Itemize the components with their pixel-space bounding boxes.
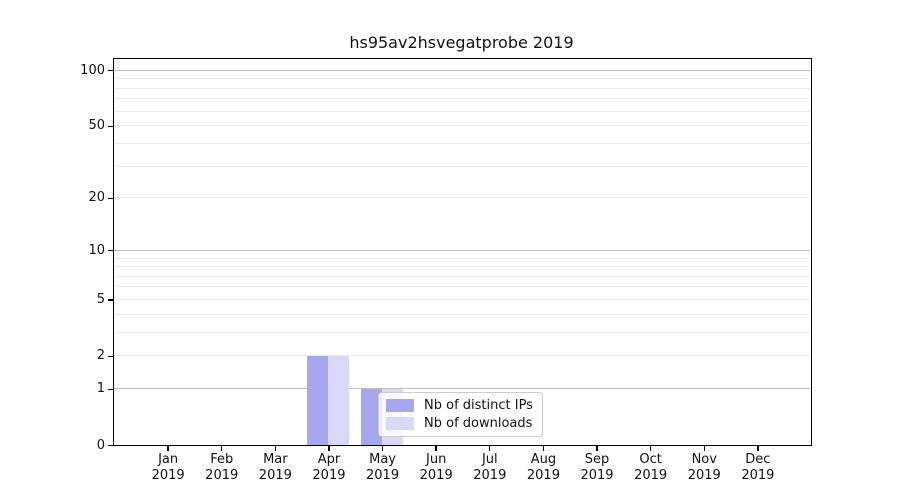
minor-gridline	[114, 299, 811, 300]
x-tick-mark	[703, 445, 705, 451]
bar-may-series1	[361, 388, 383, 445]
legend-label: Nb of downloads	[424, 416, 533, 431]
x-tick-label: Oct 2019	[619, 452, 683, 484]
x-tick-year-label: 2019	[366, 468, 400, 483]
x-tick-year-label: 2019	[205, 468, 239, 483]
minor-gridline	[114, 331, 811, 333]
plot-area: Nb of distinct IPs Nb of downloads	[113, 58, 812, 446]
chart-title: hs95av2hsvegatprobe 2019	[349, 33, 574, 52]
y-tick-mark	[108, 125, 113, 127]
x-tick-mark	[381, 445, 384, 451]
y-tick-label: 2	[96, 348, 105, 364]
x-tick-label: Mar 2019	[243, 452, 307, 484]
x-tick-label: Aug 2019	[511, 452, 575, 484]
y-tick-mark	[108, 444, 113, 447]
minor-gridline	[114, 125, 811, 127]
y-tick-mark	[108, 197, 113, 199]
x-tick-mark	[489, 445, 491, 451]
major-gridline	[114, 69, 811, 71]
x-tick-year-label: 2019	[151, 468, 185, 483]
y-tick-label: 100	[80, 62, 105, 78]
minor-gridline	[114, 197, 811, 199]
major-gridline	[114, 388, 811, 390]
x-tick-year-label: 2019	[634, 468, 668, 483]
x-tick-mark	[757, 445, 759, 451]
legend-swatch	[386, 417, 414, 430]
y-tick-label: 50	[88, 118, 105, 134]
major-gridline	[114, 249, 811, 251]
x-tick-mark	[274, 445, 277, 451]
x-tick-label: Feb 2019	[190, 452, 254, 484]
x-tick-mark	[542, 445, 545, 451]
legend: Nb of distinct IPs Nb of downloads	[378, 392, 543, 437]
y-tick-mark	[108, 250, 113, 252]
minor-gridline	[114, 313, 811, 315]
x-tick-mark	[167, 445, 169, 451]
y-tick-label: 1	[96, 381, 105, 397]
x-tick-label: Dec 2019	[726, 452, 790, 484]
y-tick-label: 20	[88, 190, 105, 206]
legend-label: Nb of distinct IPs	[424, 398, 533, 413]
x-tick-mark	[435, 445, 437, 451]
x-tick-year-label: 2019	[526, 468, 560, 483]
y-tick-label: 5	[96, 292, 105, 307]
minor-gridline	[114, 87, 811, 89]
y-tick-mark	[108, 355, 113, 357]
x-tick-year-label: 2019	[258, 468, 292, 483]
bar-apr-series1	[307, 355, 329, 445]
y-tick-mark	[108, 388, 113, 390]
legend-item: Nb of downloads	[386, 416, 533, 431]
y-tick-label: 0	[96, 437, 105, 453]
minor-gridline	[114, 266, 811, 268]
x-tick-label: Jul 2019	[458, 452, 522, 484]
minor-gridline	[114, 257, 811, 259]
x-tick-label: May 2019	[351, 452, 415, 484]
minor-gridline	[114, 286, 811, 288]
x-tick-year-label: 2019	[419, 468, 453, 483]
minor-gridline	[114, 275, 811, 277]
minor-gridline	[114, 165, 811, 167]
x-tick-label: Nov 2019	[672, 452, 736, 484]
x-tick-label: Apr 2019	[297, 452, 361, 484]
x-tick-year-label: 2019	[580, 468, 614, 483]
x-tick-year-label: 2019	[741, 468, 775, 483]
bar-apr-series2	[328, 355, 350, 445]
x-tick-label: Jan 2019	[136, 452, 200, 484]
x-tick-mark	[649, 445, 652, 451]
x-tick-mark	[596, 445, 598, 451]
legend-item: Nb of distinct IPs	[386, 398, 533, 413]
y-tick-mark	[108, 299, 113, 301]
minor-gridline	[114, 355, 811, 357]
minor-gridline	[114, 110, 811, 112]
legend-swatch	[386, 399, 414, 412]
y-tick-label: 10	[88, 242, 105, 258]
x-tick-year-label: 2019	[473, 468, 507, 483]
minor-gridline	[114, 78, 811, 80]
x-tick-year-label: 2019	[687, 468, 721, 483]
x-tick-year-label: 2019	[312, 468, 346, 483]
y-tick-mark	[108, 70, 113, 72]
minor-gridline	[114, 142, 811, 144]
x-tick-label: Sep 2019	[565, 452, 629, 484]
x-tick-mark	[221, 445, 223, 451]
x-tick-label: Jun 2019	[404, 452, 468, 484]
x-tick-mark	[328, 445, 330, 451]
minor-gridline	[114, 98, 811, 100]
